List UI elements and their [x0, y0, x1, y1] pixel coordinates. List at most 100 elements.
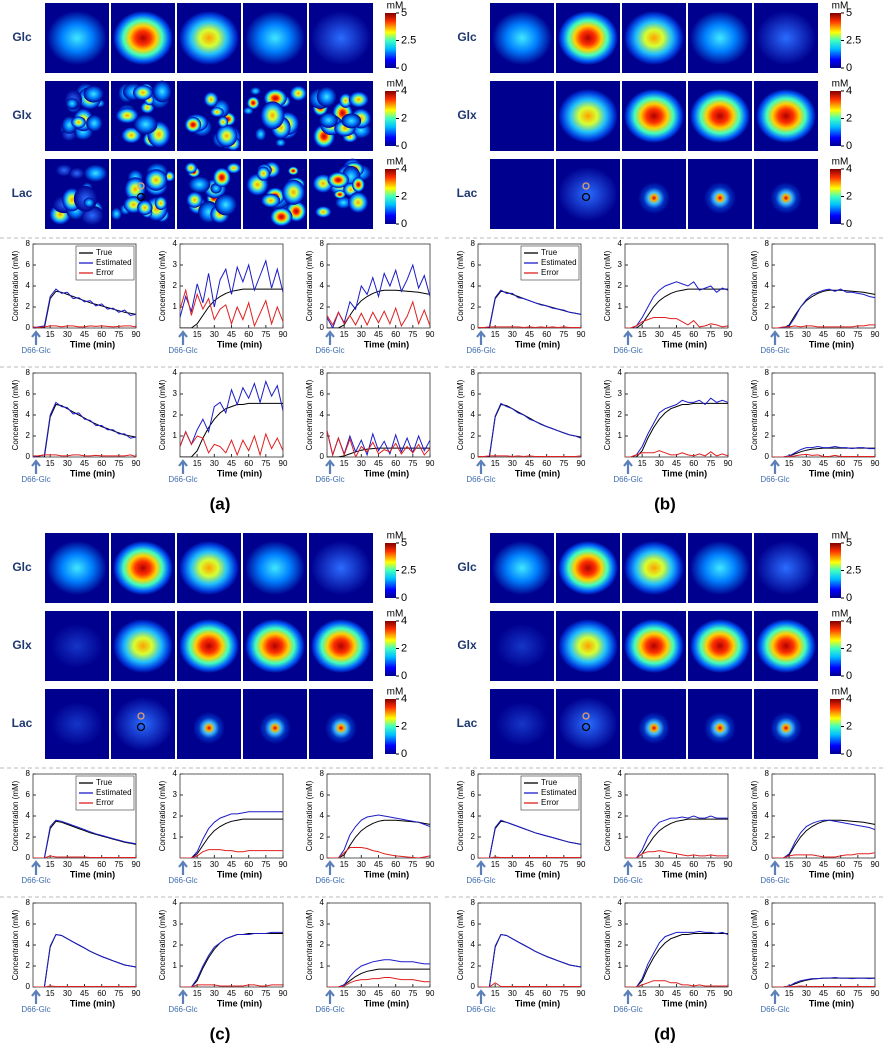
series-line [327, 959, 430, 987]
colorbar-tick-label: 0 [846, 592, 852, 604]
annotation: D66-Glc [613, 475, 642, 484]
y-tick-label: 3 [618, 919, 623, 928]
colorbar-tick-label: 2 [401, 190, 407, 202]
map-blob [256, 166, 270, 181]
series-line [33, 933, 136, 987]
map-cell [243, 689, 307, 759]
x-tick-label: 30 [802, 989, 811, 998]
x-axis-label: Time (min) [809, 998, 854, 1008]
y-tick-label: 2 [618, 281, 623, 290]
map-cell [45, 159, 109, 229]
series-line [180, 288, 283, 328]
x-tick-label: 90 [279, 989, 288, 998]
y-tick-label: 4 [320, 898, 325, 907]
series-line [772, 819, 875, 858]
x-axis-label: Time (min) [364, 468, 409, 478]
annotation: D66-Glc [21, 346, 50, 355]
y-axis-label: Concentration (mM) [750, 250, 759, 321]
map-blob [288, 166, 299, 176]
x-tick-label: 90 [132, 989, 141, 998]
y-tick-label: 4 [765, 940, 770, 949]
x-tick-label: 90 [871, 330, 880, 339]
map-blob [247, 96, 260, 110]
colorbar-tick-label: 0 [846, 670, 852, 682]
y-tick-label: 8 [765, 368, 770, 377]
y-tick-label: 2 [173, 940, 178, 949]
infusion-arrow [31, 459, 41, 474]
y-tick-label: 8 [765, 898, 770, 907]
x-tick-label: 30 [508, 459, 517, 468]
colorbar-tick-label: 2 [401, 112, 407, 124]
map-cell [556, 81, 620, 151]
x-tick-label: 45 [525, 459, 534, 468]
map-blob [113, 619, 173, 673]
colorbar-tick-label: 0 [401, 218, 407, 230]
x-tick-label: 15 [46, 459, 55, 468]
map-blob [145, 169, 168, 191]
y-axis-label: Concentration (mM) [456, 780, 465, 851]
y-tick-label: 2 [320, 832, 325, 841]
y-tick-label: 3 [173, 919, 178, 928]
map-blob [756, 619, 816, 673]
colorbar-tick-label: 5 [846, 537, 852, 549]
map-cell [111, 689, 175, 759]
series-line [772, 852, 875, 858]
map-cell [754, 3, 818, 73]
infusion-arrow [178, 860, 188, 875]
x-tick-label: 45 [227, 989, 236, 998]
map-blob [210, 107, 224, 117]
x-tick-label: 60 [391, 330, 400, 339]
series-line [180, 931, 283, 987]
colorbar [830, 169, 841, 224]
map-blob [704, 712, 736, 744]
colorbar-tick-label: 4 [846, 693, 852, 705]
map-blob [214, 194, 237, 216]
map-blob [325, 712, 357, 744]
x-tick-label: 45 [525, 860, 534, 869]
x-tick-label: 75 [114, 989, 123, 998]
map-blob [624, 619, 684, 673]
y-axis-label: Concentration (mM) [603, 780, 612, 851]
x-tick-label: 75 [408, 330, 417, 339]
plot-frame [326, 243, 431, 329]
panel-label: (b) [654, 494, 676, 513]
map-blob [185, 162, 197, 174]
map-blob [311, 11, 371, 65]
x-tick-label: 60 [97, 860, 106, 869]
map-blob [558, 89, 618, 143]
series-line [625, 402, 728, 457]
infusion-arrow [178, 989, 188, 1004]
y-tick-label: 0 [471, 982, 476, 991]
y-tick-label: 0 [320, 323, 325, 332]
map-blob [133, 114, 158, 135]
series-line [327, 289, 430, 328]
x-tick-label: 15 [46, 330, 55, 339]
map-cell [45, 3, 109, 73]
map-blob [115, 107, 139, 124]
series-line [180, 430, 283, 457]
panel-label: (c) [210, 1024, 231, 1043]
x-tick-label: 15 [193, 989, 202, 998]
y-tick-label: 2 [26, 302, 31, 311]
voxel-marker [582, 182, 590, 190]
colorbar-tick-label: 2 [401, 720, 407, 732]
y-tick-label: 8 [320, 769, 325, 778]
infusion-arrow [325, 330, 335, 345]
y-axis-label: Concentration (mM) [603, 379, 612, 450]
y-axis-label: Concentration (mM) [456, 909, 465, 980]
annotation: D66-Glc [760, 346, 789, 355]
map-blob [259, 712, 291, 744]
infusion-arrow [770, 459, 780, 474]
x-tick-label: 15 [785, 330, 794, 339]
x-tick-label: 45 [672, 330, 681, 339]
y-tick-label: 6 [320, 389, 325, 398]
series-line [478, 856, 581, 858]
x-tick-label: 45 [819, 989, 828, 998]
y-tick-label: 4 [26, 811, 31, 820]
x-tick-label: 60 [97, 989, 106, 998]
x-tick-label: 60 [97, 459, 106, 468]
series-line [327, 300, 430, 328]
series-line [478, 819, 581, 858]
map-blob [226, 162, 241, 174]
x-tick-label: 15 [193, 860, 202, 869]
